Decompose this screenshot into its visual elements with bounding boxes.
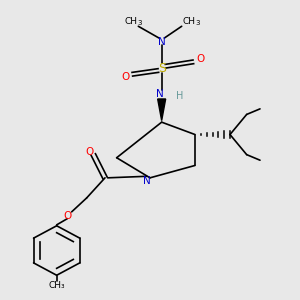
Text: CH: CH [183,16,196,26]
Text: N: N [143,176,151,186]
Text: O: O [63,211,71,221]
Text: O: O [85,146,94,157]
Text: N: N [158,37,166,47]
Text: 3: 3 [196,20,200,26]
Text: CH: CH [124,16,137,26]
Text: O: O [122,72,130,82]
Text: CH₃: CH₃ [48,281,65,290]
Text: 3: 3 [137,20,142,26]
Polygon shape [158,99,166,121]
Text: H: H [176,91,184,101]
Text: O: O [196,54,204,64]
Text: S: S [158,61,166,74]
Text: N: N [156,89,164,99]
